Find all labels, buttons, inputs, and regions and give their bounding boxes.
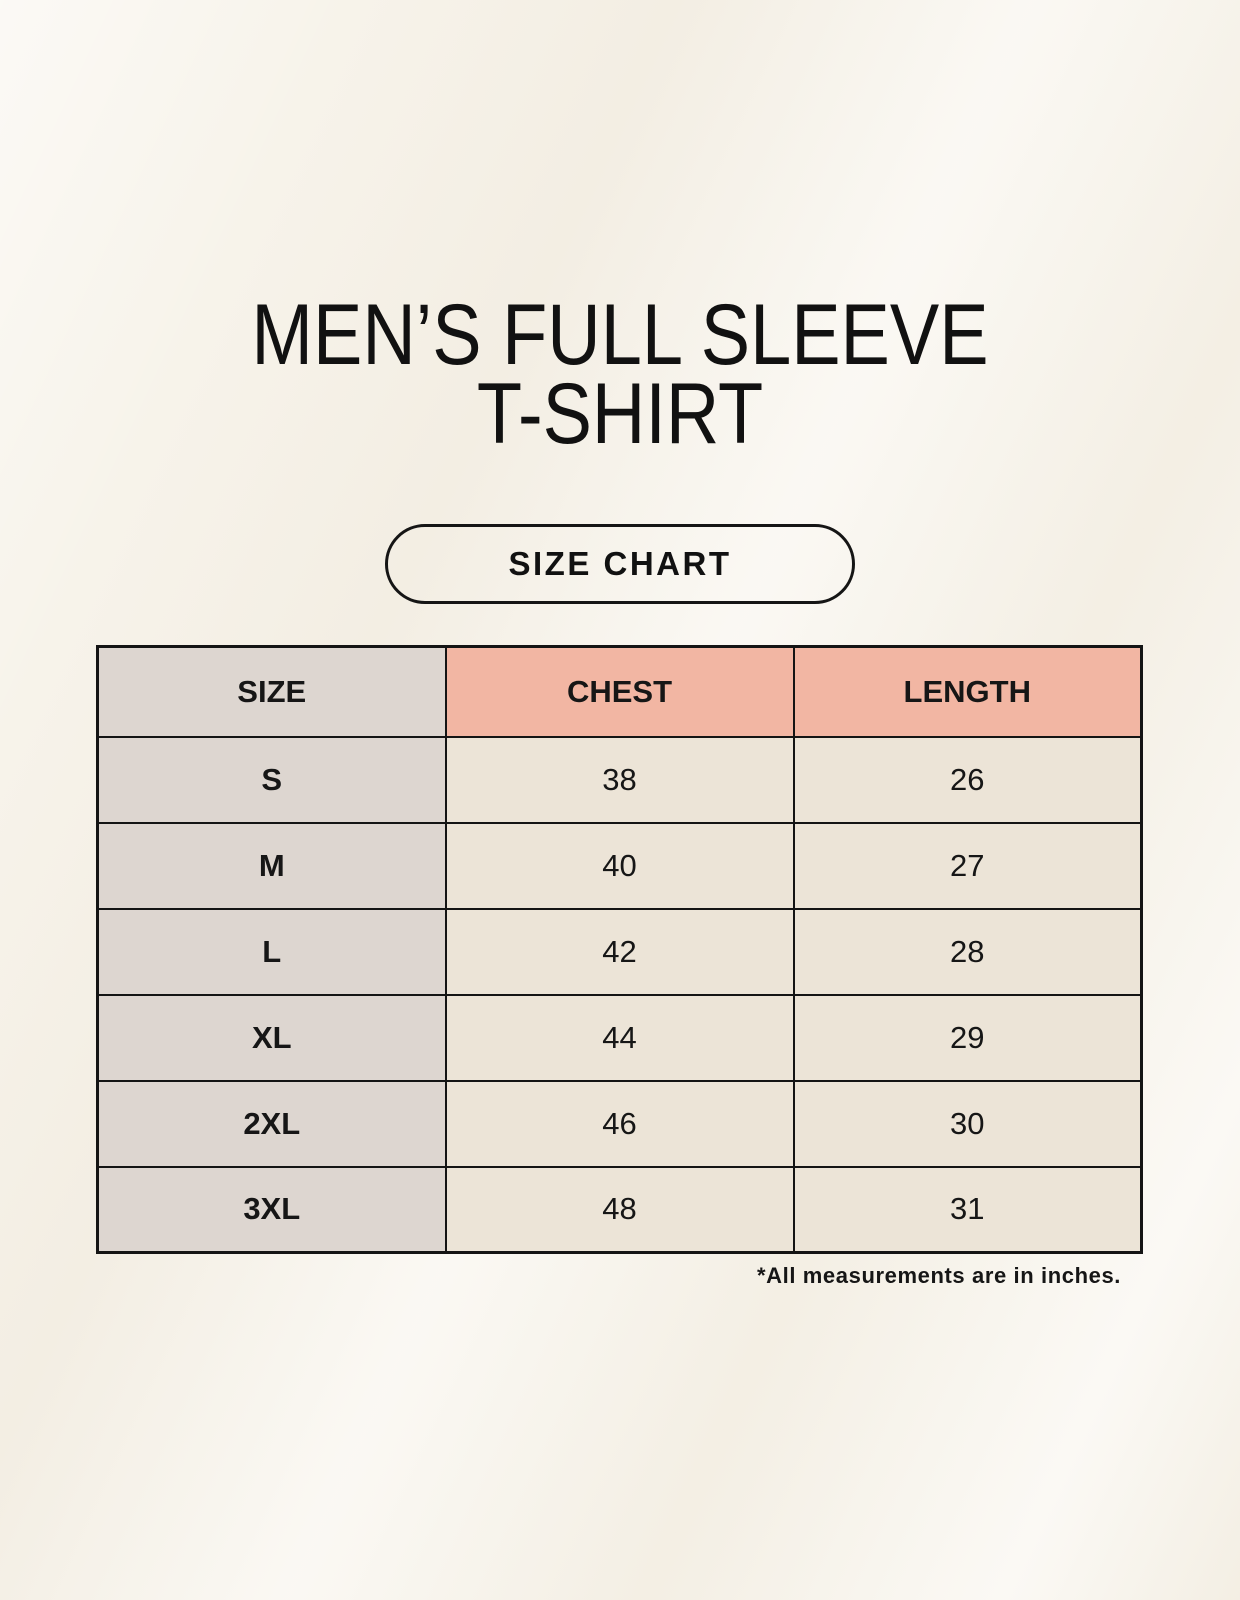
table-row: L 42 28 [96,907,1143,996]
length-cell: 26 [792,735,1143,824]
table-row: S 38 26 [96,735,1143,824]
product-title-line1: MEN’S FULL SLEEVE [251,287,989,383]
chest-cell: 42 [444,907,795,996]
size-cell: 2XL [96,1079,447,1168]
chest-cell: 38 [444,735,795,824]
table-row: XL 44 29 [96,993,1143,1082]
product-title: MEN’S FULL SLEEVE T-SHIRT [87,287,1153,463]
length-cell: 31 [792,1165,1143,1254]
table-header-row: SIZE CHEST LENGTH [96,645,1143,738]
measurements-footnote: *All measurements are in inches. [756,1263,1121,1288]
table-row: 2XL 46 30 [96,1079,1143,1168]
length-cell: 30 [792,1079,1143,1168]
size-chart-button-label: SIZE CHART [508,545,732,582]
size-cell: M [96,821,447,910]
column-header-chest: CHEST [444,645,795,738]
chest-cell: 40 [444,821,795,910]
length-cell: 27 [792,821,1143,910]
size-cell: XL [96,993,447,1082]
table-row: M 40 27 [96,821,1143,910]
size-cell: L [96,907,447,996]
size-cell: S [96,735,447,824]
chest-cell: 48 [444,1165,795,1254]
product-title-line2: T-SHIRT [476,366,764,463]
length-cell: 29 [792,993,1143,1082]
column-header-length: LENGTH [792,645,1143,738]
chest-cell: 46 [444,1079,795,1168]
column-header-size: SIZE [96,645,447,738]
length-cell: 28 [792,907,1143,996]
size-cell: 3XL [96,1165,447,1254]
size-chart-button[interactable]: SIZE CHART [385,524,855,604]
size-chart-table: SIZE CHEST LENGTH S 38 26 M 40 27 L [96,645,1143,1254]
table-row: 3XL 48 31 [96,1165,1143,1254]
chest-cell: 44 [444,993,795,1082]
